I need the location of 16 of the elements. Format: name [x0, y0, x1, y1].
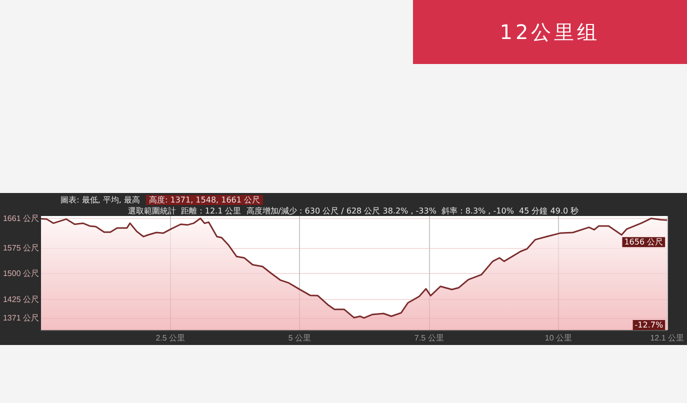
annotation: -12.7% [634, 320, 664, 330]
annotation: 1656 公尺 [624, 238, 664, 247]
y-tick-label: 1661 公尺 [2, 214, 40, 223]
text: 選取範圍統計 距離 : 12.1 公里 高度增加/減少 : 630 公尺 / 628 公尺 38.2% , -33% 斜率 : 8.3% , -10% 45 分鐘 49.0 秒 [128, 206, 579, 216]
x-tick-label: 2.5 公里 [156, 334, 186, 342]
y-tick-label: 1575 公尺 [2, 243, 40, 252]
x-tick-label: 10 公里 [544, 334, 572, 342]
y-tick-label: 1425 公尺 [2, 294, 40, 304]
y-tick-label: 1371 公尺 [2, 313, 40, 322]
text: 高度: 1371, 1548, 1661 公尺 [149, 196, 260, 204]
x-tick-label: 7.5 公里 [414, 334, 444, 342]
x-tick-label: 5 公里 [288, 334, 312, 342]
x-tick-label: 12.1 公里 [650, 334, 684, 342]
text: 圖表: 最低, 平均, 最高 [60, 196, 140, 204]
chart-title: 12公里组 [413, 0, 687, 64]
y-tick-label: 1500 公尺 [2, 269, 40, 278]
